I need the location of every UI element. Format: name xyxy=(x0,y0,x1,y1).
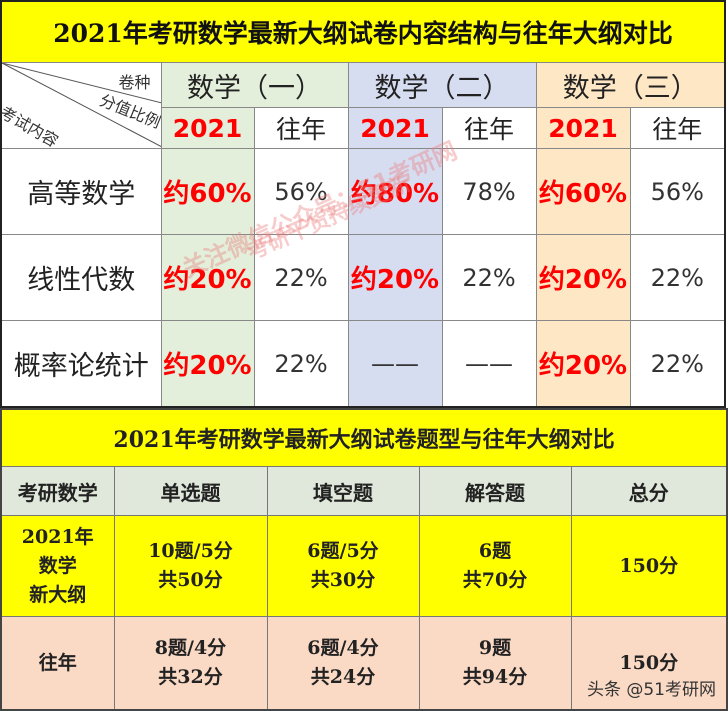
group-header-math3: 数学（三） xyxy=(535,62,726,108)
table1-title: 2021年考研数学最新大纲试卷内容结构与往年大纲对比 xyxy=(0,0,726,63)
content-structure-table: 2021年考研数学最新大纲试卷内容结构与往年大纲对比 卷种 分值比例 考试内容 … xyxy=(0,0,727,408)
header-total: 总分 xyxy=(570,466,728,516)
table-row: 往年 8题/4分 共32分 6题/4分 共24分 9题 共94分 150分 xyxy=(0,616,728,711)
year-old-math2: 往年 xyxy=(441,107,537,149)
cell-line: 共70分 xyxy=(462,569,528,591)
cell-line: 共30分 xyxy=(310,569,376,591)
cell-value: 22% xyxy=(253,320,349,408)
cell-value: 56% xyxy=(253,148,349,235)
cell-value: 22% xyxy=(629,320,726,408)
table2-title: 2021年考研数学最新大纲试卷题型与往年大纲对比 xyxy=(0,408,728,467)
year-old-math1: 往年 xyxy=(253,107,349,149)
header-fill-blank: 填空题 xyxy=(266,466,420,516)
cell-total: 150分 xyxy=(570,515,728,617)
cell-value: —— xyxy=(441,320,537,408)
cell-value: —— xyxy=(347,320,443,408)
corner-label-paper-type: 卷种 xyxy=(118,73,151,92)
cell-answer: 9题 共94分 xyxy=(418,616,572,711)
year-new-math1: 2021 xyxy=(160,107,255,149)
label-line: 新大纲 xyxy=(29,583,87,606)
header-math: 考研数学 xyxy=(0,466,115,516)
cell-value: 约60% xyxy=(160,148,255,235)
row-label-calculus: 高等数学 xyxy=(0,148,162,235)
year-new-math2: 2021 xyxy=(347,107,443,149)
table-row: 高等数学 约60% 56% 约80% 78% 约60% 56% xyxy=(0,148,726,235)
cell-line: 共94分 xyxy=(462,666,528,688)
label-line: 数学 xyxy=(38,554,77,577)
cell-line: 共50分 xyxy=(158,569,223,591)
cell-line: 8题/4分 xyxy=(154,637,227,659)
cell-value: 22% xyxy=(629,234,726,321)
source-credit: 头条 @51考研网 xyxy=(586,680,716,700)
cell-value: 56% xyxy=(629,148,726,235)
label-line: 2021年 xyxy=(21,525,94,548)
table-row: 线性代数 约20% 22% 约20% 22% 约20% 22% xyxy=(0,234,726,321)
row-label-probability: 概率论统计 xyxy=(0,320,162,408)
cell-line: 9题 xyxy=(478,637,512,659)
cell-value: 22% xyxy=(253,234,349,321)
header-single-choice: 单选题 xyxy=(113,466,268,516)
cell-value: 约20% xyxy=(160,320,255,408)
year-old-math3: 往年 xyxy=(629,107,726,149)
cell-fill-blank: 6题/4分 共24分 xyxy=(266,616,420,711)
cell-line: 共32分 xyxy=(158,666,223,688)
cell-value: 约20% xyxy=(535,320,631,408)
cell-fill-blank: 6题/5分 共30分 xyxy=(266,515,420,617)
row-label-2021: 2021年 数学 新大纲 xyxy=(0,515,115,617)
question-type-table: 2021年考研数学最新大纲试卷题型与往年大纲对比 考研数学 单选题 填空题 解答… xyxy=(0,408,728,711)
table-row: 概率论统计 约20% 22% —— —— 约20% 22% xyxy=(0,320,726,408)
cell-value: 约20% xyxy=(347,234,443,321)
cell-answer: 6题 共70分 xyxy=(418,515,572,617)
cell-line: 共24分 xyxy=(310,666,376,688)
cell-value: 78% xyxy=(441,148,537,235)
cell-line: 10题/5分 xyxy=(148,540,233,562)
table-row: 2021年 数学 新大纲 10题/5分 共50分 6题/5分 共30分 6题 共… xyxy=(0,515,728,617)
cell-line: 6题 xyxy=(478,540,512,562)
row-label-previous: 往年 xyxy=(0,616,115,711)
group-header-math1: 数学（一） xyxy=(160,62,349,108)
cell-value: 约20% xyxy=(535,234,631,321)
group-header-math2: 数学（二） xyxy=(347,62,537,108)
cell-single-choice: 8题/4分 共32分 xyxy=(113,616,268,711)
cell-value: 约20% xyxy=(160,234,255,321)
row-label-linear-algebra: 线性代数 xyxy=(0,234,162,321)
cell-value: 22% xyxy=(441,234,537,321)
year-new-math3: 2021 xyxy=(535,107,631,149)
header-answer: 解答题 xyxy=(418,466,572,516)
cell-value: 约60% xyxy=(535,148,631,235)
cell-line: 6题/4分 xyxy=(307,637,379,659)
cell-single-choice: 10题/5分 共50分 xyxy=(113,515,268,617)
cell-line: 6题/5分 xyxy=(307,540,379,562)
corner-diagonals xyxy=(2,63,160,147)
cell-value: 约80% xyxy=(347,148,443,235)
corner-header: 卷种 分值比例 考试内容 xyxy=(0,62,162,149)
